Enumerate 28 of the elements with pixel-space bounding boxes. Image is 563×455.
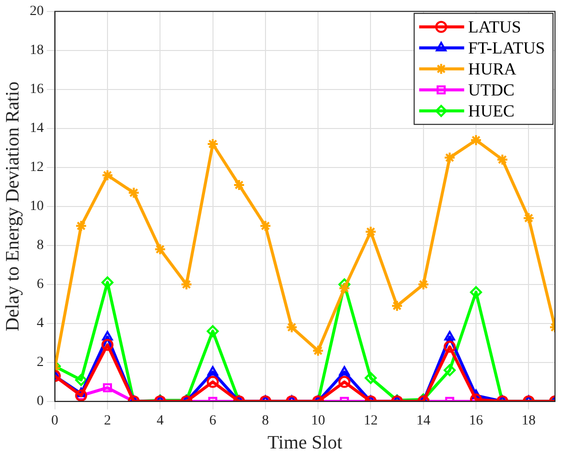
x-tick-label: 6: [209, 413, 216, 428]
y-tick-label: 18: [30, 43, 44, 58]
legend-label: UTDC: [468, 80, 514, 100]
y-tick-label: 16: [30, 82, 44, 98]
legend-label: HUEC: [468, 101, 514, 120]
x-axis-title: Time Slot: [267, 432, 344, 454]
x-tick-label: 0: [51, 413, 58, 428]
legend-label: LATUS: [468, 17, 522, 36]
legend-label: FT-LATUS: [468, 38, 546, 58]
x-tick-label: 12: [364, 413, 378, 428]
y-tick-label: 14: [30, 121, 44, 136]
x-tick-label: 14: [416, 413, 430, 428]
x-tick-label: 10: [311, 413, 326, 428]
y-tick-label: 4: [36, 316, 44, 332]
y-tick-label: 10: [30, 199, 44, 214]
x-tick-label: 18: [522, 413, 536, 428]
y-axis-title: Delay to Energy Deviation Ratio: [2, 82, 24, 332]
x-tick-label: 16: [469, 413, 484, 428]
y-tick-label: 12: [30, 160, 44, 176]
y-tick-label: 8: [36, 238, 44, 254]
y-tick-label: 20: [30, 4, 44, 20]
legend-label: HURA: [468, 59, 518, 78]
x-tick-label: 2: [104, 413, 111, 428]
x-tick-label: 4: [156, 413, 164, 428]
y-tick-label: 6: [36, 277, 44, 292]
x-tick-label: 8: [262, 413, 269, 428]
y-tick-label: 2: [36, 355, 44, 370]
y-tick-label: 0: [36, 394, 44, 410]
